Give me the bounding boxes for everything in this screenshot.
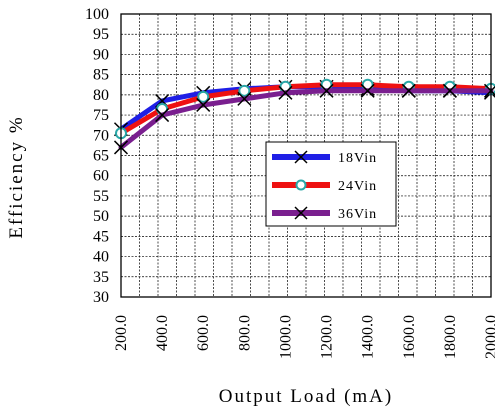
y-tick-label: 95	[93, 26, 109, 43]
x-tick-label: 1600.0	[401, 315, 418, 359]
legend-label-36vin: 36Vin	[338, 207, 377, 222]
x-tick-label: 1800.0	[442, 315, 459, 359]
series-line-24vin	[118, 82, 494, 136]
data-point-24vin	[197, 90, 210, 103]
x-tick-label: 400.0	[154, 315, 171, 351]
series-36vin	[113, 83, 495, 155]
y-tick-label: 75	[93, 107, 109, 124]
y-tick-label: 70	[93, 127, 109, 144]
legend-marker-24vin	[295, 179, 307, 191]
legend-label-18vin: 18Vin	[338, 151, 377, 166]
data-point-36vin	[442, 83, 457, 98]
data-point-36vin	[155, 108, 170, 123]
x-tick-label: 800.0	[236, 315, 253, 351]
legend-entry-36vin: 36Vin	[272, 206, 377, 222]
y-tick-label: 60	[93, 168, 109, 185]
series-line-36vin	[118, 88, 494, 150]
legend-entry-24vin: 24Vin	[272, 179, 377, 194]
y-tick-label: 40	[93, 249, 109, 266]
x-tick-label: 1000.0	[277, 315, 294, 359]
y-tick-label: 90	[93, 46, 109, 63]
x-tick-label: 1400.0	[360, 315, 377, 359]
data-point-36vin	[237, 91, 252, 106]
data-point-36vin	[360, 83, 375, 98]
legend-entry-18vin: 18Vin	[272, 150, 377, 166]
y-tick-label: 45	[93, 228, 109, 245]
x-tick-label: 2000.0	[483, 315, 495, 359]
x-tick-labels: 200.0 400.0 600.0 800.0 1000.0 1200.0 1400.0 16…	[113, 315, 495, 359]
y-tick-labels: 30 35 40 45 50 55 60 65 70 75 80 85 90 95 100	[85, 6, 109, 306]
y-tick-label: 85	[93, 67, 109, 84]
x-axis-title: Output Load (mA)	[219, 386, 393, 407]
y-tick-label: 80	[93, 87, 109, 104]
legend-label-24vin: 24Vin	[338, 179, 377, 194]
data-point-36vin	[401, 83, 416, 98]
y-tick-label: 50	[93, 208, 109, 225]
y-tick-label: 100	[85, 6, 109, 23]
y-tick-label: 30	[93, 289, 109, 306]
x-tick-label: 200.0	[113, 315, 130, 351]
data-point-36vin	[319, 83, 334, 98]
y-tick-label: 55	[93, 188, 109, 205]
data-point-36vin	[196, 97, 211, 112]
legend: 18Vin 24Vin 36Vin	[265, 141, 397, 227]
plot-area-border	[120, 13, 492, 298]
y-tick-label: 65	[93, 148, 109, 165]
y-axis-title: Efficiency %	[6, 115, 27, 238]
data-point-36vin	[278, 85, 293, 100]
legend-marker-18vin	[294, 150, 308, 164]
legend-marker-36vin	[294, 206, 308, 220]
data-point-24vin	[238, 84, 251, 97]
x-tick-label: 600.0	[195, 315, 212, 351]
x-tick-label: 1200.0	[319, 315, 336, 359]
y-tick-label: 35	[93, 269, 109, 286]
